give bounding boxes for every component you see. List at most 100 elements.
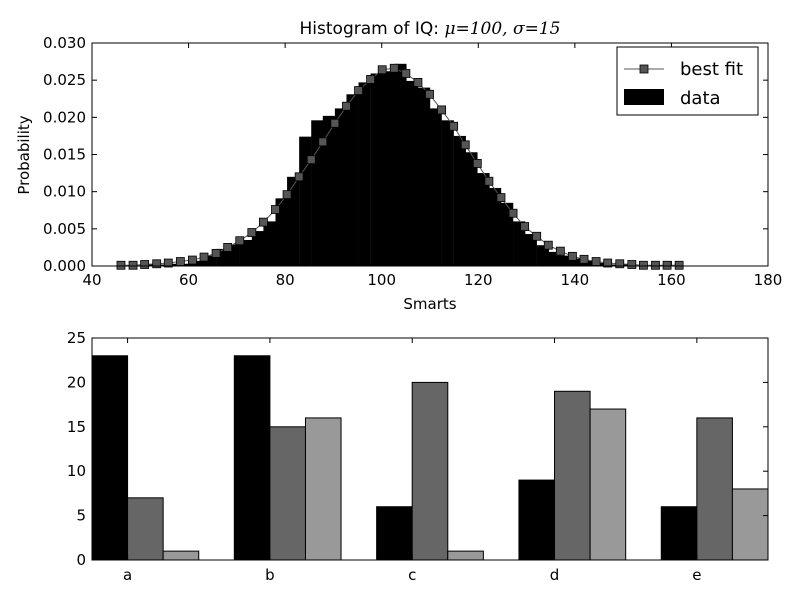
best-fit-marker <box>579 254 589 264</box>
grouped-bar <box>554 390 591 561</box>
best-fit-marker <box>366 75 376 84</box>
legend-label-best-fit: best fit <box>680 59 743 80</box>
best-fit-marker <box>235 236 245 246</box>
y-tick-label: 0.015 <box>43 146 86 164</box>
histogram-bar <box>346 94 359 266</box>
histogram-bar <box>204 255 217 266</box>
histogram-bar <box>156 264 169 266</box>
histogram-bar <box>287 176 300 266</box>
legend-marker-swatch <box>639 64 649 74</box>
best-fit-marker <box>449 121 459 131</box>
best-fit-marker <box>318 137 328 147</box>
histogram-bar <box>299 136 312 266</box>
histogram-bar <box>607 264 620 266</box>
histogram-bar <box>382 71 395 266</box>
grouped-bar <box>233 355 271 561</box>
x-tick-label: 60 <box>179 271 198 289</box>
histogram-bar <box>239 239 253 266</box>
best-fit-marker <box>603 258 613 268</box>
best-fit-marker <box>472 159 482 168</box>
histogram-bar <box>560 255 573 266</box>
best-fit-marker <box>116 260 126 270</box>
best-fit-marker <box>128 260 138 270</box>
histogram-bars <box>120 63 680 267</box>
best-fit-marker <box>152 259 162 269</box>
grouped-bar <box>127 497 164 561</box>
best-fit-marker <box>543 240 553 250</box>
top-x-ticks: 40 60 80 100 120 140 160 180 <box>82 43 782 289</box>
best-fit-marker <box>568 251 577 261</box>
best-fit-marker <box>484 176 494 186</box>
histogram-chart: Histogram of IQ: μ=100, σ=15 40 60 80 100 12… <box>15 19 782 313</box>
histogram-bar <box>429 108 442 266</box>
category-label: c <box>408 566 416 584</box>
grouped-bar <box>304 417 342 561</box>
best-fit-marker <box>496 193 506 203</box>
best-fit-marker <box>591 257 601 266</box>
best-fit-marker <box>651 260 660 270</box>
chart-title-math: μ=100, σ=15 <box>444 19 560 39</box>
y-tick-label: 10 <box>67 462 86 480</box>
best-fit-marker <box>294 172 304 182</box>
histogram-bar <box>358 82 371 267</box>
histogram-bar <box>251 231 265 266</box>
histogram-bar <box>596 263 609 266</box>
bottom-y-ticks: 0 5 10 15 20 25 <box>67 329 768 569</box>
histogram-bar <box>488 187 502 266</box>
histogram-bar <box>405 80 419 266</box>
best-fit-marker <box>662 260 672 270</box>
legend-box <box>616 46 759 116</box>
histogram-bar <box>322 115 336 266</box>
grouped-bar <box>660 506 698 561</box>
histogram-bar <box>417 87 431 266</box>
best-fit-marker <box>247 228 257 237</box>
best-fit-marker <box>330 118 340 128</box>
histogram-bar <box>500 202 514 266</box>
best-fit-marker <box>674 260 684 270</box>
best-fit-marker <box>555 246 565 256</box>
best-fit-marker <box>223 243 233 252</box>
best-fit-marker <box>639 260 648 270</box>
y-tick-label: 0 <box>76 551 86 569</box>
y-axis-label: Probability <box>15 115 33 194</box>
histogram-bar <box>394 63 407 267</box>
histogram-bar <box>334 108 348 266</box>
grouped-bar <box>411 381 449 561</box>
histogram-bar <box>584 260 597 266</box>
histogram-bar <box>513 221 526 266</box>
grouped-bars <box>91 355 769 561</box>
histogram-bar <box>453 135 466 266</box>
legend-label-data: data <box>680 88 721 109</box>
grouped-bar <box>162 550 200 561</box>
grouped-bar <box>518 479 556 561</box>
y-tick-label: 25 <box>67 329 86 347</box>
histogram-bar <box>572 258 585 266</box>
histogram-bar <box>619 264 633 266</box>
best-fit-marker <box>401 69 411 78</box>
best-fit-marker <box>140 260 150 269</box>
grouped-bar <box>731 488 769 561</box>
x-tick-label: 140 <box>561 271 590 289</box>
y-tick-label: 20 <box>67 373 86 391</box>
best-fit-marker <box>199 252 209 262</box>
bottom-plot-frame <box>91 337 769 561</box>
histogram-bar <box>465 152 478 266</box>
best-fit-marker <box>259 217 268 227</box>
best-fit-marker <box>163 258 173 268</box>
best-fit-marker <box>508 208 518 218</box>
y-tick-label: 0.020 <box>43 108 86 126</box>
y-tick-label: 15 <box>67 418 86 436</box>
histogram-bar <box>524 234 537 266</box>
best-fit-markers <box>116 63 684 270</box>
category-label: a <box>123 566 132 584</box>
grouped-bar <box>447 550 484 561</box>
best-fit-marker <box>413 78 423 87</box>
best-fit-marker <box>532 231 542 241</box>
histogram-bar <box>168 263 181 266</box>
x-tick-label: 100 <box>367 271 396 289</box>
x-tick-label: 180 <box>754 271 783 289</box>
grouped-bar <box>376 506 413 561</box>
histogram-bar <box>536 245 549 266</box>
best-fit-marker <box>437 105 446 115</box>
